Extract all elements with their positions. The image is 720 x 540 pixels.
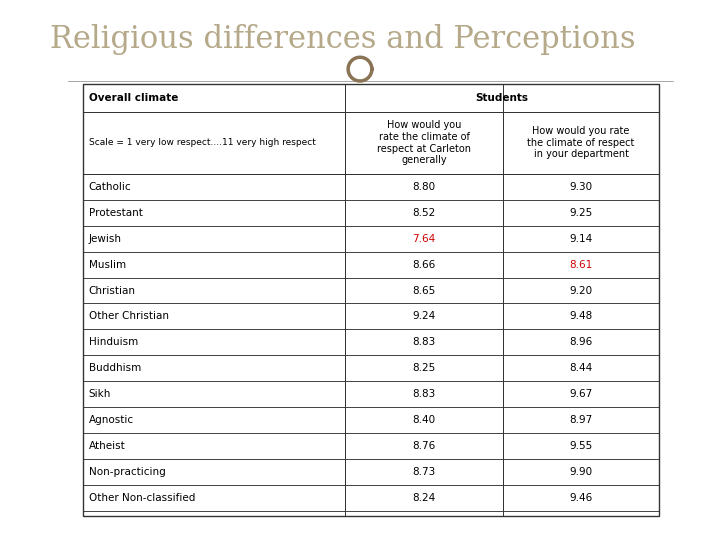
Text: 8.25: 8.25 <box>413 363 436 373</box>
Bar <box>83 112 345 174</box>
Bar <box>83 433 345 459</box>
Text: 8.96: 8.96 <box>570 338 593 347</box>
Bar <box>83 174 345 200</box>
Text: 9.55: 9.55 <box>570 441 593 451</box>
Text: Catholic: Catholic <box>89 182 131 192</box>
Text: Atheist: Atheist <box>89 441 125 451</box>
Text: Christian: Christian <box>89 286 135 295</box>
Bar <box>345 226 503 252</box>
Bar <box>83 278 345 303</box>
Bar <box>345 252 503 278</box>
Bar <box>345 433 503 459</box>
Bar <box>83 252 345 278</box>
Text: 8.83: 8.83 <box>413 389 436 399</box>
Text: 8.66: 8.66 <box>413 260 436 269</box>
Bar <box>345 84 659 112</box>
Text: Religious differences and Perceptions: Religious differences and Perceptions <box>50 24 636 55</box>
Text: 9.67: 9.67 <box>570 389 593 399</box>
Text: 8.80: 8.80 <box>413 182 436 192</box>
Text: Other Christian: Other Christian <box>89 312 168 321</box>
Bar <box>503 381 659 407</box>
Bar <box>83 84 659 516</box>
Text: Sikh: Sikh <box>89 389 111 399</box>
Text: 8.83: 8.83 <box>413 338 436 347</box>
Text: Buddhism: Buddhism <box>89 363 141 373</box>
Bar <box>83 381 345 407</box>
Text: How would you
rate the climate of
respect at Carleton
generally: How would you rate the climate of respec… <box>377 120 471 165</box>
Bar <box>503 278 659 303</box>
Bar <box>345 174 503 200</box>
Text: 8.24: 8.24 <box>413 493 436 503</box>
Bar <box>83 485 345 511</box>
Text: Non-practicing: Non-practicing <box>89 467 166 477</box>
Text: 9.48: 9.48 <box>570 312 593 321</box>
Text: Hinduism: Hinduism <box>89 338 138 347</box>
Bar <box>345 200 503 226</box>
Bar <box>345 329 503 355</box>
Text: Protestant: Protestant <box>89 208 143 218</box>
Text: 8.40: 8.40 <box>413 415 436 425</box>
Text: Scale = 1 very low respect....11 very high respect: Scale = 1 very low respect....11 very hi… <box>89 138 315 147</box>
Bar <box>83 329 345 355</box>
Text: Muslim: Muslim <box>89 260 126 269</box>
Bar <box>345 381 503 407</box>
Text: 8.61: 8.61 <box>570 260 593 269</box>
Bar <box>83 84 345 112</box>
Text: 9.46: 9.46 <box>570 493 593 503</box>
Bar <box>345 459 503 485</box>
Bar <box>345 303 503 329</box>
Bar <box>503 407 659 433</box>
Bar <box>83 355 345 381</box>
Bar <box>83 459 345 485</box>
Text: 8.44: 8.44 <box>570 363 593 373</box>
Text: Jewish: Jewish <box>89 234 122 244</box>
Text: 9.25: 9.25 <box>570 208 593 218</box>
Text: Other Non-classified: Other Non-classified <box>89 493 195 503</box>
Bar <box>345 355 503 381</box>
Bar <box>503 433 659 459</box>
Bar <box>345 407 503 433</box>
Text: 8.65: 8.65 <box>413 286 436 295</box>
Bar <box>345 112 503 174</box>
Text: How would you rate
the climate of respect
in your department: How would you rate the climate of respec… <box>527 126 635 159</box>
Text: 9.90: 9.90 <box>570 467 593 477</box>
Text: 7.64: 7.64 <box>413 234 436 244</box>
Bar <box>503 459 659 485</box>
Bar <box>83 226 345 252</box>
Text: 8.76: 8.76 <box>413 441 436 451</box>
Bar <box>503 355 659 381</box>
Bar <box>503 329 659 355</box>
Bar <box>83 303 345 329</box>
Bar <box>83 407 345 433</box>
Bar <box>345 278 503 303</box>
Bar <box>503 174 659 200</box>
Bar <box>503 485 659 511</box>
Text: 8.52: 8.52 <box>413 208 436 218</box>
Text: 9.20: 9.20 <box>570 286 593 295</box>
Text: 9.14: 9.14 <box>570 234 593 244</box>
Bar <box>503 303 659 329</box>
Bar <box>503 200 659 226</box>
Text: Agnostic: Agnostic <box>89 415 134 425</box>
Bar <box>345 485 503 511</box>
Bar <box>503 252 659 278</box>
Bar <box>83 200 345 226</box>
Bar <box>503 112 659 174</box>
Text: 8.73: 8.73 <box>413 467 436 477</box>
Bar <box>503 226 659 252</box>
Text: Overall climate: Overall climate <box>89 93 178 103</box>
Text: 9.24: 9.24 <box>413 312 436 321</box>
Text: Students: Students <box>475 93 528 103</box>
Text: 9.30: 9.30 <box>570 182 593 192</box>
Text: 8.97: 8.97 <box>570 415 593 425</box>
